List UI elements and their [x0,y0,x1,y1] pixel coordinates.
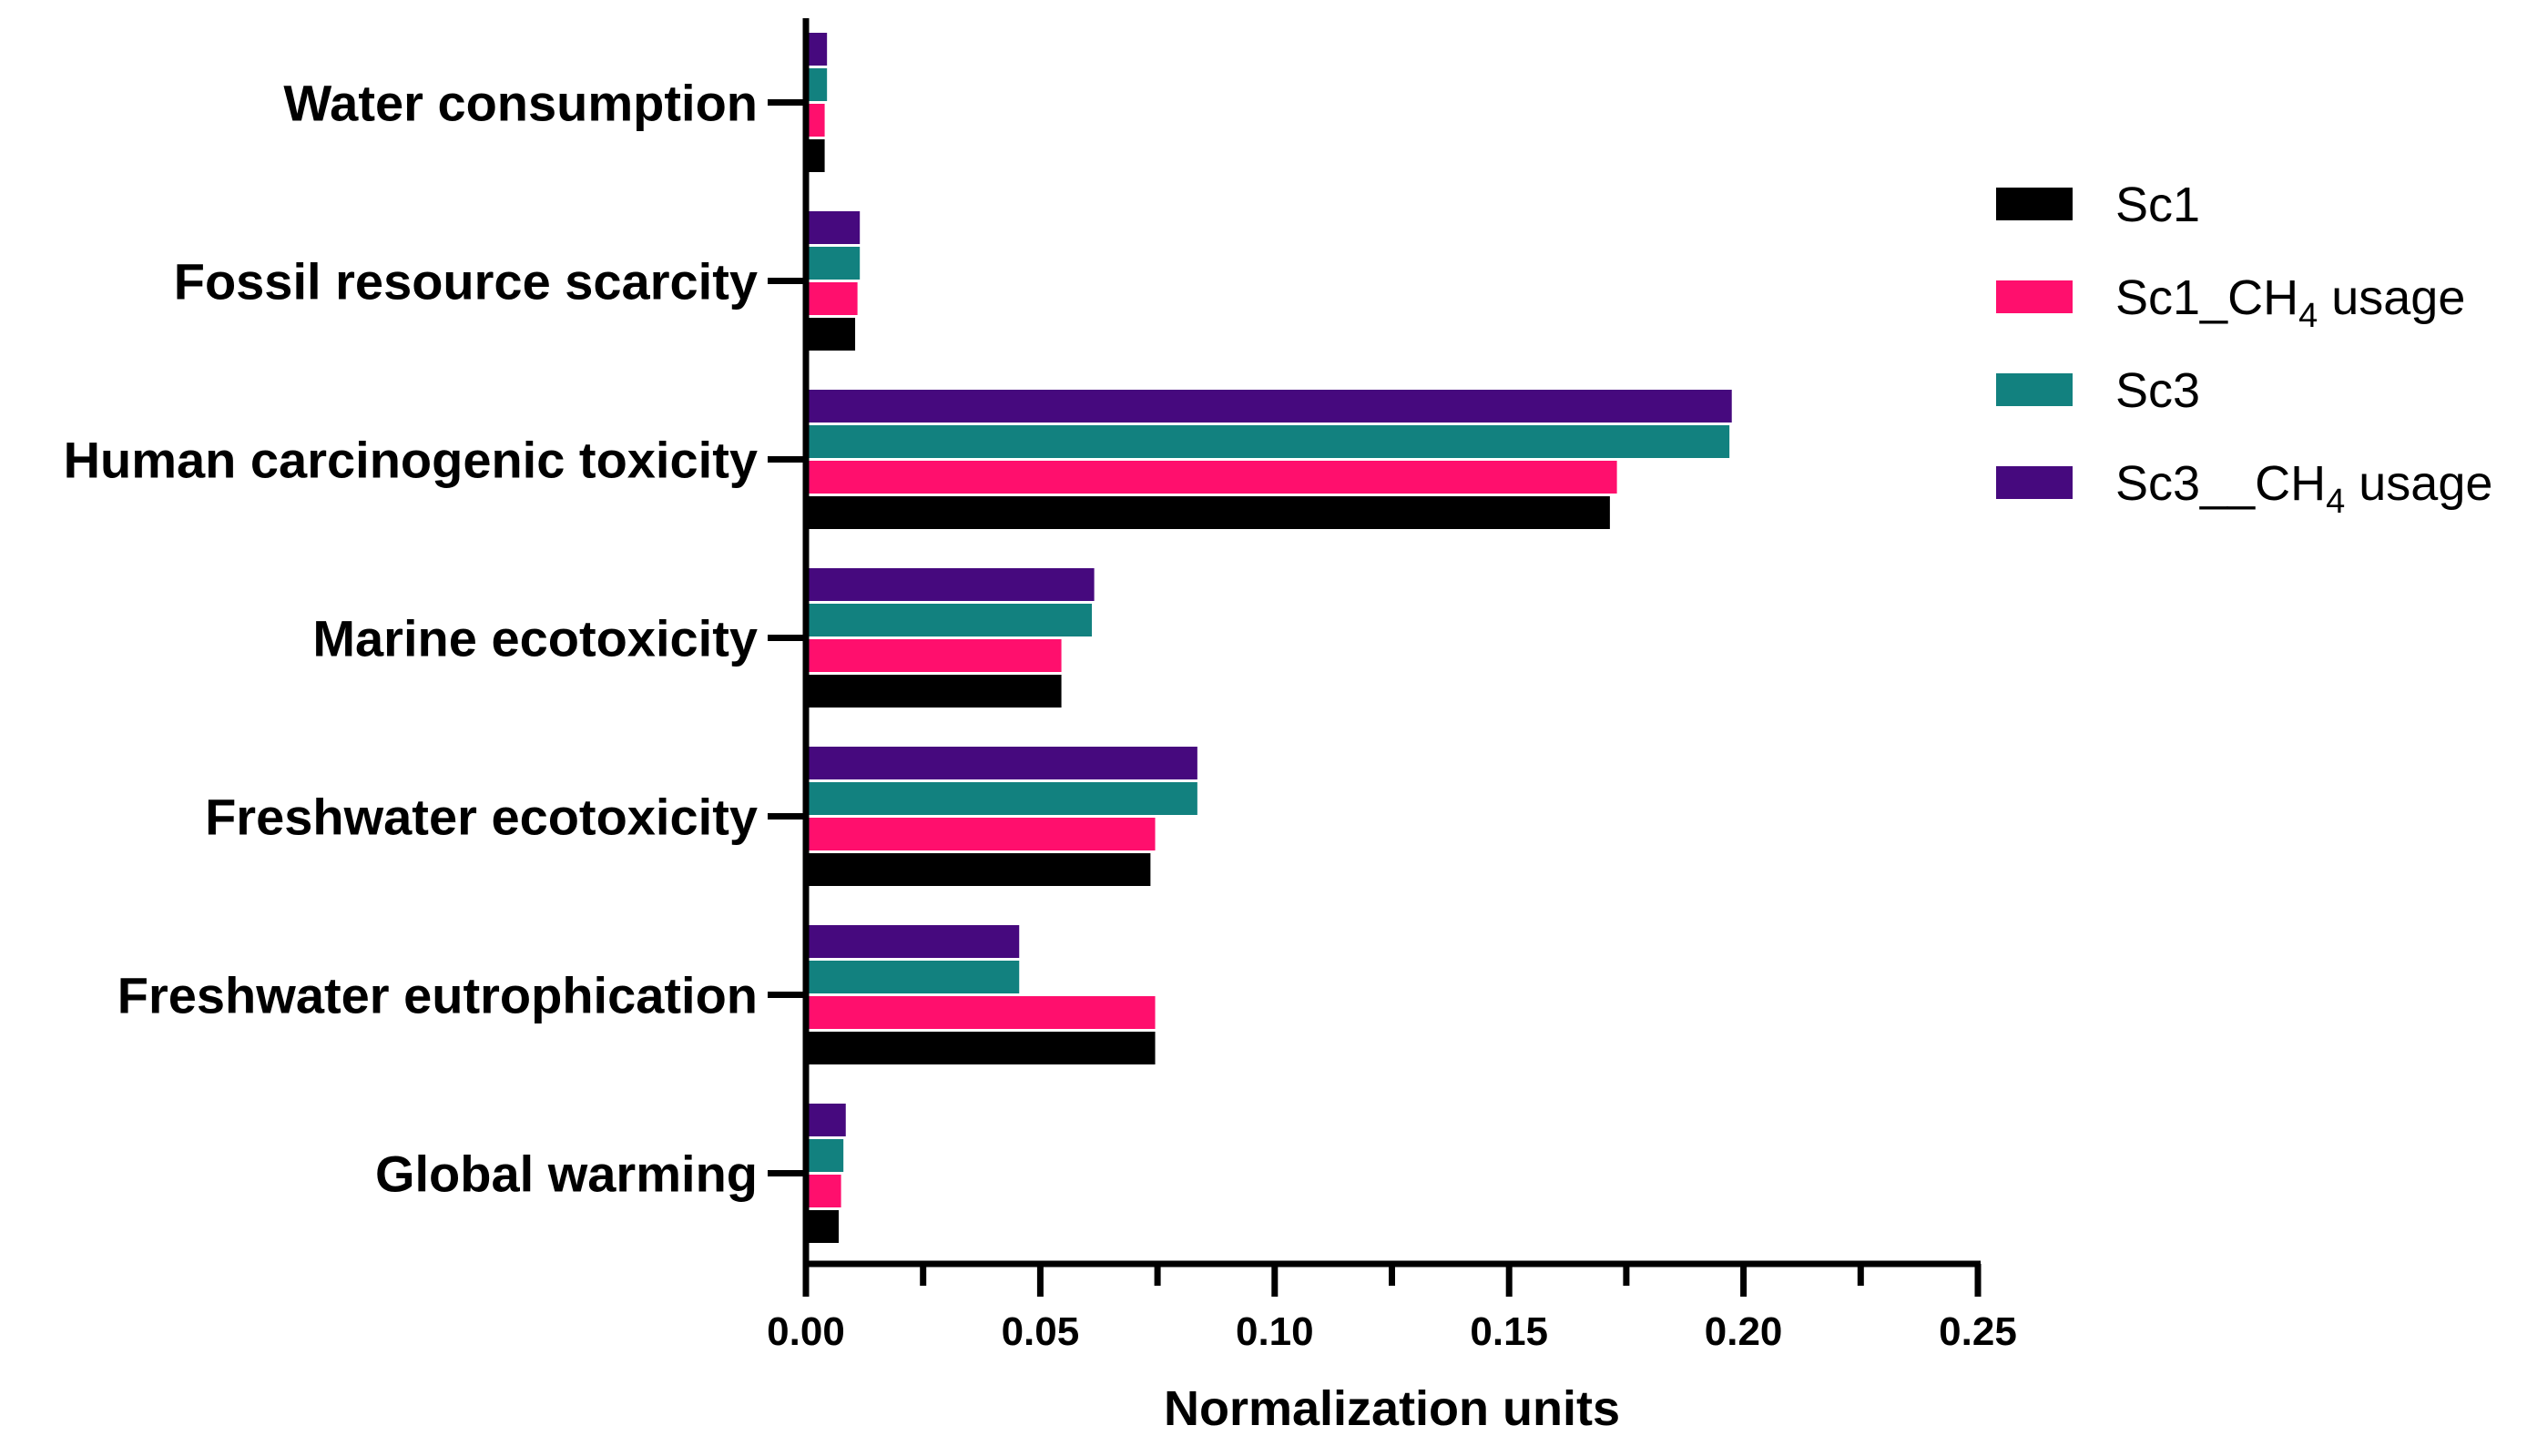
bars-layer [806,33,1732,1243]
bar-2-7 [806,1175,841,1207]
category-label-7: Global warming [375,1145,758,1203]
bar-1-5 [806,853,1151,886]
bar-1-1 [806,139,825,172]
bar-3-5 [806,782,1197,815]
legend-label-1: Sc1 [2115,178,2200,232]
bar-2-1 [806,104,825,137]
bar-2-5 [806,818,1156,850]
category-label-6: Freshwater eutrophication [117,967,758,1024]
bar-4-1 [806,33,828,66]
category-label-3: Human carcinogenic toxicity [64,432,758,489]
bar-4-5 [806,747,1197,779]
legend-label-2: Sc1_CH4 usage [2115,270,2465,335]
bar-3-1 [806,68,828,101]
bar-1-7 [806,1210,840,1243]
legend-swatch-1 [1996,188,2073,220]
axes-layer [768,18,1982,1297]
bar-3-6 [806,961,1020,993]
bar-3-7 [806,1139,844,1172]
x-tick-label-5: 0.20 [1705,1309,1783,1354]
legend-label-3: Sc3 [2115,363,2200,418]
x-tick-label-1: 0.00 [767,1309,845,1354]
legend-swatch-2 [1996,280,2073,313]
bar-3-4 [806,604,1093,636]
bar-1-4 [806,675,1062,708]
bar-1-3 [806,496,1610,529]
bar-2-2 [806,282,858,315]
x-axis-title: Normalization units [1164,1381,1620,1436]
bar-1-6 [806,1032,1156,1064]
category-label-1: Water consumption [283,75,758,132]
bar-4-7 [806,1104,846,1136]
bar-2-4 [806,639,1062,672]
bar-4-4 [806,568,1095,601]
labels-layer: Water consumption Fossil resource scarcit… [64,75,2017,1437]
x-tick-label-4: 0.15 [1470,1309,1548,1354]
bar-3-2 [806,247,861,280]
bar-4-6 [806,925,1020,958]
bar-2-3 [806,461,1617,494]
bar-2-6 [806,996,1156,1029]
legend-label-4: Sc3__CH4 usage [2115,456,2492,521]
legend-swatch-3 [1996,373,2073,406]
bar-4-2 [806,211,861,244]
bar-4-3 [806,390,1732,423]
x-tick-label-2: 0.05 [1002,1309,1080,1354]
category-label-5: Freshwater ecotoxicity [205,789,758,846]
x-tick-label-6: 0.25 [1939,1309,2017,1354]
legend: Sc1 Sc1_CH4 usage Sc3 Sc3__CH4 usage [1996,178,2492,521]
legend-swatch-4 [1996,466,2073,499]
x-tick-label-3: 0.10 [1236,1309,1314,1354]
bar-3-3 [806,425,1730,458]
category-label-4: Marine ecotoxicity [312,610,758,667]
bar-1-2 [806,318,856,351]
category-label-2: Fossil resource scarcity [174,253,758,311]
